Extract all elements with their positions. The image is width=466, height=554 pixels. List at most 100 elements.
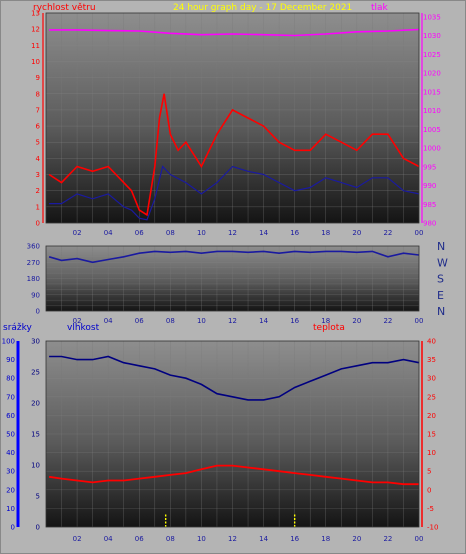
pressure-label: tlak bbox=[371, 3, 389, 13]
hour-tick-label: 06 bbox=[135, 317, 144, 325]
rain-label: srážky bbox=[3, 323, 33, 333]
hour-tick-label: 10 bbox=[197, 535, 206, 543]
humidity-tick-label: 15 bbox=[31, 431, 40, 439]
wind-tick-label: 13 bbox=[31, 10, 40, 18]
humidity-tick-label: 30 bbox=[31, 338, 40, 346]
temperature-label: teplota bbox=[313, 323, 345, 333]
hour-tick-label: 00 bbox=[415, 317, 424, 325]
hour-tick-label: 10 bbox=[197, 229, 206, 237]
hour-tick-label: 16 bbox=[290, 229, 299, 237]
hour-tick-label: 14 bbox=[259, 535, 268, 543]
wind-speed-line bbox=[48, 93, 420, 217]
pressure-tick-label: 1000 bbox=[423, 145, 441, 153]
wind-average-line bbox=[49, 165, 420, 221]
direction-tick-label: 90 bbox=[31, 291, 40, 299]
wind-tick-label: 8 bbox=[36, 90, 40, 98]
wind-tick-label: 4 bbox=[36, 155, 41, 163]
hour-tick-label: 08 bbox=[166, 535, 175, 543]
wind-tick-label: 2 bbox=[36, 187, 40, 195]
hour-tick-label: 22 bbox=[383, 229, 392, 237]
wind-tick-label: 9 bbox=[36, 74, 40, 82]
rain-tick-label: 40 bbox=[6, 449, 15, 457]
rain-tick-label: 10 bbox=[6, 505, 15, 513]
rain-tick-label: 70 bbox=[6, 393, 15, 401]
wind-tick-label: 11 bbox=[31, 42, 40, 50]
humidity-tick-label: 20 bbox=[31, 400, 40, 408]
pressure-line bbox=[49, 28, 420, 37]
wind-tick-label: 10 bbox=[31, 58, 40, 66]
temperature-tick-label: 10 bbox=[427, 449, 436, 457]
plot-border-3 bbox=[45, 340, 420, 528]
pressure-tick-label: 1020 bbox=[423, 70, 441, 78]
humidity-line bbox=[49, 355, 420, 401]
hour-tick-label: 20 bbox=[352, 229, 361, 237]
temperature-tick-label: -10 bbox=[427, 524, 438, 532]
hour-tick-label: 18 bbox=[321, 317, 330, 325]
direction-tick-label: 360 bbox=[27, 243, 40, 251]
plot-border-1 bbox=[45, 12, 420, 224]
compass-label: W bbox=[437, 256, 448, 269]
compass-label: N bbox=[437, 240, 445, 253]
wind-tick-label: 12 bbox=[31, 26, 40, 34]
rain-tick-label: 90 bbox=[6, 356, 15, 364]
humidity-tick-label: 10 bbox=[31, 462, 40, 470]
pressure-tick-label: 1005 bbox=[423, 126, 441, 134]
hour-tick-label: 16 bbox=[290, 535, 299, 543]
hour-tick-label: 12 bbox=[228, 535, 237, 543]
compass-label: E bbox=[437, 289, 444, 302]
temperature-line bbox=[48, 464, 419, 486]
hour-tick-label: 02 bbox=[73, 535, 82, 543]
hour-tick-label: 08 bbox=[166, 317, 175, 325]
compass-label: S bbox=[437, 273, 444, 286]
humidity-tick-label: 0 bbox=[36, 524, 40, 532]
hour-tick-label: 10 bbox=[197, 317, 206, 325]
direction-tick-label: 270 bbox=[27, 259, 40, 267]
hour-tick-label: 00 bbox=[415, 229, 424, 237]
rain-tick-label: 100 bbox=[2, 338, 15, 346]
temperature-tick-label: 20 bbox=[427, 412, 436, 420]
hour-tick-label: 04 bbox=[104, 535, 113, 543]
temperature-tick-label: 30 bbox=[427, 375, 436, 383]
pressure-tick-label: 990 bbox=[423, 182, 436, 190]
pressure-tick-label: 985 bbox=[423, 201, 436, 209]
wind-tick-label: 3 bbox=[36, 171, 40, 179]
wind-speed-label: rychlost větru bbox=[33, 3, 96, 13]
hour-tick-label: 02 bbox=[73, 229, 82, 237]
plot-border-2 bbox=[45, 245, 420, 312]
hour-tick-label: 14 bbox=[259, 229, 268, 237]
humidity-tick-label: 25 bbox=[31, 369, 40, 377]
hour-tick-label: 02 bbox=[73, 317, 82, 325]
hour-tick-label: 22 bbox=[383, 317, 392, 325]
rain-tick-label: 50 bbox=[6, 431, 15, 439]
hour-tick-label: 20 bbox=[352, 535, 361, 543]
pressure-tick-label: 980 bbox=[423, 220, 436, 228]
temperature-tick-label: 0 bbox=[427, 486, 431, 494]
hour-tick-label: 04 bbox=[104, 229, 113, 237]
hour-tick-label: 06 bbox=[135, 535, 144, 543]
hour-tick-label: 18 bbox=[321, 229, 330, 237]
wind-tick-label: 0 bbox=[36, 220, 40, 228]
graph-title: 24 hour graph day - 17 December 2021 bbox=[173, 3, 352, 13]
temperature-tick-label: 25 bbox=[427, 393, 436, 401]
wind-direction-line bbox=[48, 250, 420, 264]
rain-tick-label: 80 bbox=[6, 375, 15, 383]
pressure-tick-label: 1015 bbox=[423, 88, 441, 96]
hour-tick-label: 00 bbox=[415, 535, 424, 543]
hour-tick-label: 22 bbox=[383, 535, 392, 543]
hour-tick-label: 20 bbox=[352, 317, 361, 325]
pressure-tick-label: 1035 bbox=[423, 13, 441, 21]
pressure-tick-label: 995 bbox=[423, 163, 436, 171]
rain-tick-label: 30 bbox=[6, 468, 15, 476]
wind-tick-label: 1 bbox=[36, 203, 40, 211]
hour-tick-label: 14 bbox=[259, 317, 268, 325]
temperature-tick-label: 15 bbox=[427, 431, 436, 439]
temperature-tick-label: -5 bbox=[427, 505, 434, 513]
rain-tick-label: 20 bbox=[6, 486, 15, 494]
wind-tick-label: 6 bbox=[36, 123, 41, 131]
wind-tick-label: 7 bbox=[36, 106, 40, 114]
temperature-tick-label: 40 bbox=[427, 338, 436, 346]
hour-tick-label: 06 bbox=[135, 229, 144, 237]
compass-label: N bbox=[437, 305, 445, 318]
